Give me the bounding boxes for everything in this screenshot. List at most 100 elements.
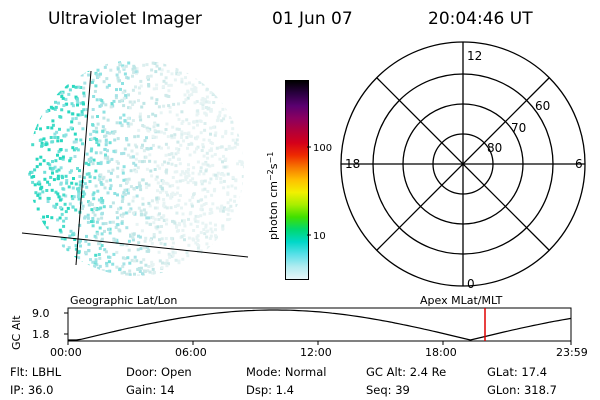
aurora-pixel — [188, 153, 192, 157]
aurora-pixel — [156, 225, 160, 229]
aurora-pixel — [167, 95, 171, 98]
aurora-pixel — [117, 207, 120, 211]
aurora-pixel — [154, 70, 158, 74]
aurora-pixel — [233, 199, 236, 203]
aurora-pixel — [201, 145, 205, 149]
aurora-pixel — [190, 87, 194, 91]
aurora-pixel — [108, 178, 112, 182]
aurora-pixel — [208, 164, 212, 168]
aurora-pixel — [182, 139, 185, 143]
aurora-pixel — [126, 188, 130, 192]
aurora-pixel — [142, 101, 146, 105]
aurora-pixel — [37, 97, 41, 101]
aurora-pixel — [126, 117, 130, 120]
aurora-pixel — [131, 103, 135, 106]
aurora-pixel — [55, 169, 59, 173]
aurora-pixel — [122, 104, 126, 108]
aurora-pixel — [68, 170, 72, 174]
aurora-pixel — [112, 131, 116, 135]
aurora-pixel — [57, 249, 61, 253]
aurora-pixel — [168, 184, 172, 188]
aurora-pixel — [151, 61, 155, 65]
aurora-pixel — [201, 107, 205, 110]
aurora-pixel — [137, 181, 141, 185]
aurora-pixel — [131, 67, 135, 71]
aurora-pixel — [225, 81, 229, 85]
aurora-pixel — [186, 171, 190, 175]
aurora-pixel — [89, 258, 92, 262]
aurora-pixel — [240, 135, 244, 139]
aurora-pixel — [137, 268, 140, 271]
aurora-pixel — [166, 193, 169, 197]
aurora-pixel — [138, 91, 142, 95]
aurora-pixel — [178, 194, 182, 197]
aurora-pixel — [227, 65, 231, 69]
time-tick-0: 00:00 — [50, 346, 82, 359]
aurora-pixel — [223, 165, 227, 169]
aurora-pixel — [181, 119, 185, 123]
aurora-pixel — [75, 63, 79, 67]
aurora-pixel — [46, 80, 50, 84]
aurora-pixel — [175, 180, 179, 184]
aurora-pixel — [120, 152, 124, 156]
aurora-pixel — [150, 241, 154, 245]
aurora-pixel — [178, 179, 182, 183]
aurora-pixel — [173, 193, 177, 196]
aurora-pixel — [207, 63, 211, 67]
aurora-pixel — [187, 143, 191, 146]
aurora-pixel — [215, 78, 219, 82]
aurora-pixel — [84, 239, 88, 243]
aurora-pixel — [222, 179, 226, 183]
aurora-pixel — [186, 254, 190, 258]
aurora-pixel — [133, 255, 137, 259]
aurora-pixel — [39, 69, 43, 73]
aurora-pixel — [167, 89, 171, 93]
aurora-pixel — [105, 264, 109, 268]
aurora-pixel — [87, 249, 91, 253]
aurora-pixel — [215, 119, 219, 123]
aurora-pixel — [187, 122, 191, 126]
aurora-pixel — [46, 162, 50, 166]
aurora-pixel — [188, 81, 191, 85]
aurora-pixel — [215, 69, 219, 73]
aurora-pixel — [126, 121, 130, 125]
aurora-pixel — [36, 207, 40, 211]
aurora-pixel — [135, 145, 139, 149]
aurora-pixel — [150, 96, 154, 100]
aurora-pixel — [74, 138, 78, 142]
aurora-pixel — [69, 229, 73, 233]
aurora-pixel — [36, 267, 40, 271]
aurora-pixel — [234, 186, 238, 190]
aurora-pixel — [124, 95, 128, 99]
aurora-pixel — [78, 273, 81, 276]
aurora-pixel — [71, 146, 75, 150]
color-bar-axis: 100 10 — [307, 143, 332, 242]
aurora-pixel — [240, 128, 244, 132]
aurora-pixel — [109, 184, 113, 188]
aurora-pixel — [188, 212, 192, 216]
aurora-pixel — [153, 129, 157, 133]
aurora-pixel — [72, 140, 76, 144]
aurora-pixel — [113, 192, 117, 195]
aurora-pixel — [162, 214, 166, 218]
aurora-pixel — [106, 160, 110, 164]
aurora-pixel — [167, 153, 171, 157]
aurora-pixel — [48, 183, 51, 187]
aurora-pixel — [241, 92, 244, 96]
aurora-pixel — [226, 60, 230, 63]
aurora-pixel — [210, 265, 214, 269]
aurora-pixel — [239, 196, 243, 200]
aurora-pixel — [50, 216, 54, 220]
aurora-pixel — [165, 122, 169, 126]
aurora-pixel — [107, 255, 110, 259]
aurora-pixel — [127, 93, 130, 97]
aurora-pixel — [147, 183, 151, 187]
aurora-pixel — [51, 123, 55, 127]
aurora-pixel — [62, 104, 66, 107]
aurora-pixel — [236, 265, 240, 269]
aurora-pixel — [190, 93, 194, 97]
aurora-pixel — [38, 244, 42, 248]
aurora-pixel — [121, 243, 125, 247]
aurora-pixel — [218, 146, 222, 149]
aurora-pixel — [121, 171, 125, 175]
